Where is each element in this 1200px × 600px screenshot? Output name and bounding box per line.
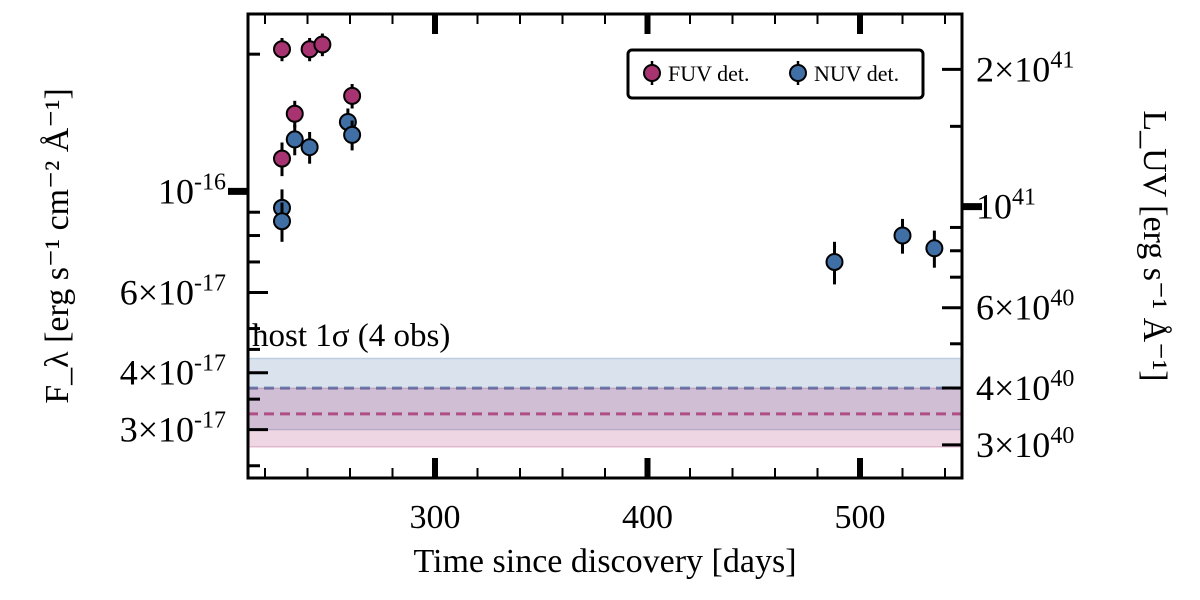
legend-label: FUV det.: [668, 61, 750, 86]
y-right-tick-label: 1041: [976, 185, 1036, 227]
host-band-fuv: [247, 387, 963, 448]
legend: FUV det. NUV det.: [626, 48, 925, 100]
nuv-data-point: [893, 226, 912, 245]
y-left-axis-label: F_λ [erg s⁻¹ cm⁻² Å⁻¹]: [39, 88, 76, 404]
y-right-tick-label: 6×1040: [976, 286, 1074, 328]
data-points: [273, 33, 944, 285]
nuv-data-point: [925, 239, 944, 258]
y-left-tick-label: 4×10-17: [120, 351, 226, 393]
y-right-tick-label: 4×1040: [976, 366, 1074, 408]
legend-marker-fuv: [643, 64, 661, 82]
x-tick-label: 400: [622, 499, 673, 536]
y-right-axis-label: L_UV [erg s⁻¹ Å⁻¹]: [1136, 110, 1173, 381]
nuv-data-point: [825, 252, 844, 271]
y-left-tick-label: 10-16: [158, 169, 226, 211]
nuv-data-point: [300, 138, 319, 157]
nuv-data-point: [285, 130, 304, 149]
y-left-tick-label: 6×10-17: [120, 270, 226, 312]
nuv-data-point: [343, 125, 362, 144]
fuv-data-point: [273, 40, 291, 59]
fuv-data-point: [313, 35, 332, 54]
fuv-data-point: [285, 104, 304, 123]
legend-label: NUV det.: [814, 61, 899, 86]
y-left-tick-label: 3×10-17: [120, 408, 226, 450]
fuv-data-point: [273, 149, 291, 168]
host-bands: [247, 357, 963, 448]
tick-labels: 300 400 500 10-16 6×10-17 4×10-17 3×10-17 2×104…: [120, 47, 1075, 536]
fuv-data-point: [343, 86, 362, 105]
host-band-nuv: [247, 357, 963, 431]
y-right-tick-label: 2×1041: [976, 47, 1074, 89]
x-axis-label: Time since discovery [days]: [413, 543, 796, 580]
nuv-data-point: [273, 212, 291, 231]
axis-ticks: [228, 14, 982, 478]
legend-marker-nuv: [789, 64, 807, 82]
legend-box: [626, 48, 925, 100]
x-tick-label: 500: [835, 499, 886, 536]
x-tick-label: 300: [410, 499, 461, 536]
host-band-label: host 1σ (4 obs): [252, 318, 450, 354]
y-right-tick-label: 3×1040: [976, 423, 1074, 465]
